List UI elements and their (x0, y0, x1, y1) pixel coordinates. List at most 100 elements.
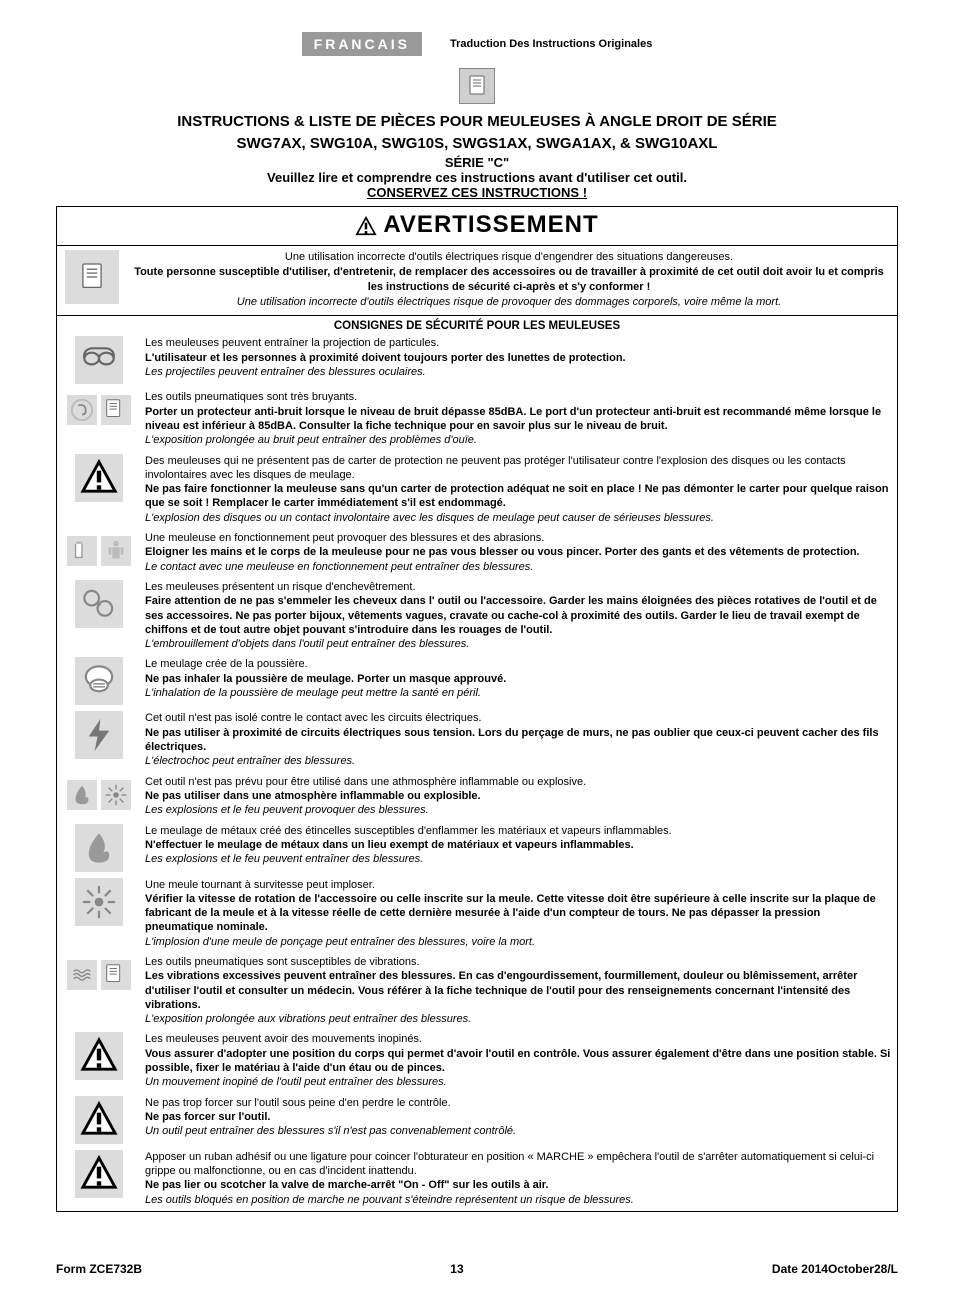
safety-plain: Les outils pneumatiques sont susceptible… (145, 955, 891, 969)
safety-icon-cell (63, 390, 135, 430)
safety-text: Une meuleuse en fonctionnement peut prov… (135, 531, 891, 574)
safety-italic: Le contact avec une meuleuse en fonction… (145, 560, 891, 574)
safety-text: Cet outil n'est pas prévu pour être util… (135, 775, 891, 818)
safety-text: Les outils pneumatiques sont très bruyan… (135, 390, 891, 447)
safety-text: Le meulage crée de la poussière.Ne pas i… (135, 657, 891, 700)
safety-text: Les meuleuses peuvent avoir des mouvemen… (135, 1032, 891, 1089)
safety-row: Une meuleuse en fonctionnement peut prov… (57, 529, 897, 578)
safety-plain: Des meuleuses qui ne présentent pas de c… (145, 454, 891, 483)
intro-bold: Toute personne susceptible d'utiliser, d… (129, 265, 889, 295)
triangle-icon (75, 1096, 123, 1144)
safety-icon-cell (63, 711, 135, 759)
safety-italic: L'exposition prolongée aux vibrations pe… (145, 1012, 891, 1026)
safety-icon-cell (63, 1096, 135, 1144)
warning-triangle-icon (355, 216, 377, 236)
safety-bold: Ne pas utiliser dans une atmosphère infl… (145, 789, 891, 803)
safety-italic: Les projectiles peuvent entraîner des bl… (145, 365, 891, 379)
goggles-icon (75, 336, 123, 384)
safety-italic: L'explosion des disques ou un contact in… (145, 511, 891, 525)
safety-icon-cell (63, 775, 135, 815)
explode-icon (101, 780, 131, 810)
electric-icon (75, 711, 123, 759)
warning-intro-text: Une utilisation incorrecte d'outils élec… (129, 250, 889, 309)
safety-text: Le meulage de métaux créé des étincelles… (135, 824, 891, 867)
language-label: FRANCAIS (302, 32, 422, 56)
mask-icon (75, 657, 123, 705)
safety-section-title: CONSIGNES DE SÉCURITÉ POUR LES MEULEUSES (57, 316, 897, 334)
safety-italic: L'inhalation de la poussière de meulage … (145, 686, 891, 700)
safety-row: Les meuleuses présentent un risque d'enc… (57, 578, 897, 655)
safety-text: Apposer un ruban adhésif ou une ligature… (135, 1150, 891, 1207)
conserve-instruction: CONSERVEZ CES INSTRUCTIONS ! (56, 185, 898, 200)
series-label: SÉRIE "C" (56, 155, 898, 170)
intro-plain: Une utilisation incorrecte d'outils élec… (129, 250, 889, 265)
safety-plain: Les meuleuses présentent un risque d'enc… (145, 580, 891, 594)
manual-icon (101, 960, 131, 990)
safety-plain: Les meuleuses peuvent avoir des mouvemen… (145, 1032, 891, 1046)
safety-row: Des meuleuses qui ne présentent pas de c… (57, 452, 897, 529)
safety-row: Les meuleuses peuvent avoir des mouvemen… (57, 1030, 897, 1093)
safety-row: Les outils pneumatiques sont très bruyan… (57, 388, 897, 451)
safety-text: Cet outil n'est pas isolé contre le cont… (135, 711, 891, 768)
safety-italic: L'implosion d'une meule de ponçage peut … (145, 935, 891, 949)
safety-icon-cell (63, 657, 135, 705)
top-row: FRANCAIS Traduction Des Instructions Ori… (56, 32, 898, 56)
safety-bold: Vérifier la vitesse de rotation de l'acc… (145, 892, 891, 935)
safety-text: Ne pas trop forcer sur l'outil sous pein… (135, 1096, 891, 1139)
gloves-icon (67, 536, 97, 566)
safety-bold: Ne pas forcer sur l'outil. (145, 1110, 891, 1124)
intro-italic: Une utilisation incorrecte d'outils élec… (129, 295, 889, 310)
safety-bold: Les vibrations excessives peuvent entraî… (145, 969, 891, 1012)
safety-icon-cell (63, 955, 135, 995)
explode-icon (75, 878, 123, 926)
triangle-icon (75, 1032, 123, 1080)
safety-rows: Les meuleuses peuvent entraîner la proje… (57, 334, 897, 1210)
safety-plain: Cet outil n'est pas prévu pour être util… (145, 775, 891, 789)
safety-plain: Le meulage de métaux créé des étincelles… (145, 824, 891, 838)
warning-intro: Une utilisation incorrecte d'outils élec… (57, 246, 897, 316)
safety-italic: Les explosions et le feu peuvent provoqu… (145, 803, 891, 817)
read-instruction: Veuillez lire et comprendre ces instruct… (56, 170, 898, 185)
safety-italic: Les outils bloqués en position de marche… (145, 1193, 891, 1207)
safety-bold: Ne pas utiliser à proximité de circuits … (145, 726, 891, 755)
footer-page-number: 13 (450, 1262, 463, 1276)
safety-row: Cet outil n'est pas isolé contre le cont… (57, 709, 897, 772)
doc-title-line1: INSTRUCTIONS & LISTE DE PIÈCES POUR MEUL… (56, 112, 898, 132)
safety-row: Le meulage crée de la poussière.Ne pas i… (57, 655, 897, 709)
safety-text: Les meuleuses présentent un risque d'enc… (135, 580, 891, 651)
safety-bold: L'utilisateur et les personnes à proximi… (145, 351, 891, 365)
ear-icon (67, 395, 97, 425)
warning-title: AVERTISSEMENT (383, 211, 598, 238)
safety-italic: L'électrochoc peut entraîner des blessur… (145, 754, 891, 768)
safety-bold: Porter un protecteur anti-bruit lorsque … (145, 405, 891, 434)
safety-bold: Eloigner les mains et le corps de la meu… (145, 545, 891, 559)
manual-icon (459, 68, 495, 104)
safety-row: Les meuleuses peuvent entraîner la proje… (57, 334, 897, 388)
safety-text: Les outils pneumatiques sont susceptible… (135, 955, 891, 1026)
safety-italic: Les explosions et le feu peuvent entraîn… (145, 852, 891, 866)
safety-row: Ne pas trop forcer sur l'outil sous pein… (57, 1094, 897, 1148)
footer-form: Form ZCE732B (56, 1262, 142, 1276)
safety-bold: Ne pas faire fonctionner la meuleuse san… (145, 482, 891, 511)
body-icon (101, 536, 131, 566)
safety-icon-cell (63, 531, 135, 571)
safety-italic: L'exposition prolongée au bruit peut ent… (145, 433, 891, 447)
manual-icon (101, 395, 131, 425)
safety-bold: N'effectuer le meulage de métaux dans un… (145, 838, 891, 852)
doc-title-line2: SWG7AX, SWG10A, SWG10S, SWGS1AX, SWGA1AX… (56, 134, 898, 154)
safety-italic: Un outil peut entraîner des blessures s'… (145, 1124, 891, 1138)
safety-icon-cell (63, 1032, 135, 1080)
safety-bold: Ne pas inhaler la poussière de meulage. … (145, 672, 891, 686)
safety-plain: Apposer un ruban adhésif ou une ligature… (145, 1150, 891, 1179)
safety-row: Cet outil n'est pas prévu pour être util… (57, 773, 897, 822)
flame-icon (75, 824, 123, 872)
safety-plain: Ne pas trop forcer sur l'outil sous pein… (145, 1096, 891, 1110)
safety-plain: Les outils pneumatiques sont très bruyan… (145, 390, 891, 404)
safety-icon-cell (63, 580, 135, 628)
translation-caption: Traduction Des Instructions Originales (450, 38, 652, 50)
footer-date: Date 2014October28/L (772, 1262, 898, 1276)
safety-icon-cell (63, 1150, 135, 1198)
triangle-icon (75, 1150, 123, 1198)
safety-text: Les meuleuses peuvent entraîner la proje… (135, 336, 891, 379)
safety-row: Le meulage de métaux créé des étincelles… (57, 822, 897, 876)
